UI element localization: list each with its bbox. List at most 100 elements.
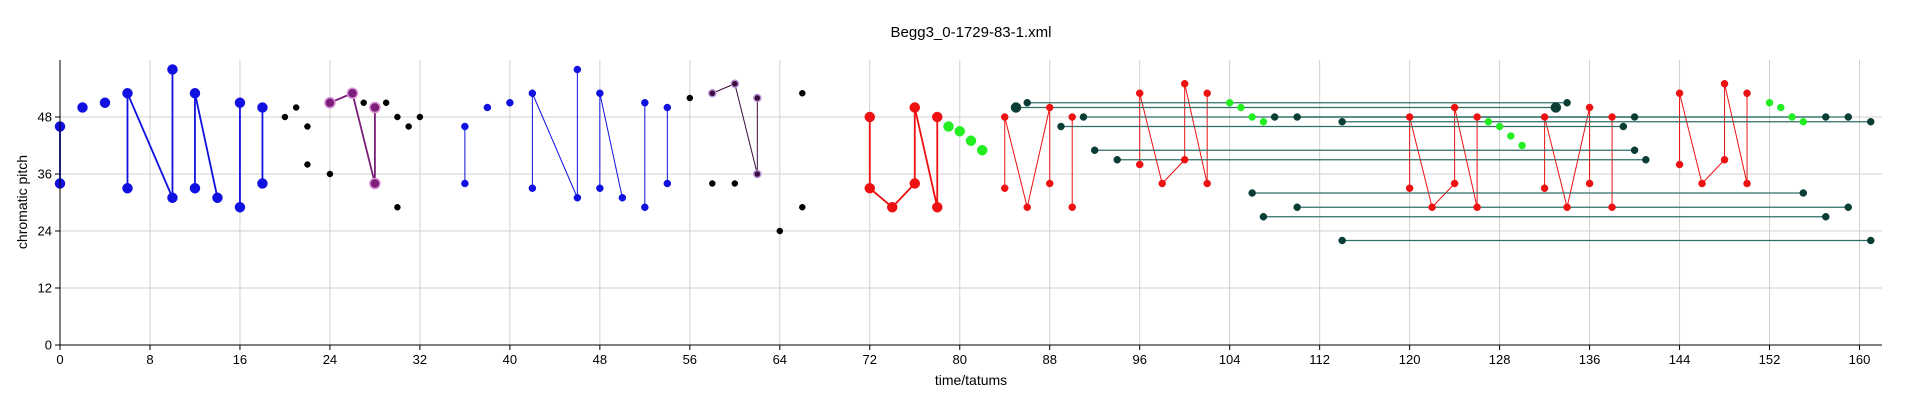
- black-a-note-point: [360, 99, 367, 106]
- red-light-connector: [1566, 107, 1591, 208]
- blue-light-note-point: [528, 89, 537, 97]
- red-light-note-point: [1675, 89, 1684, 97]
- teal-spans-note-point: [1090, 146, 1099, 154]
- blue-light-note-point: [596, 89, 604, 97]
- blue-heavy-note-point: [99, 97, 111, 108]
- x-tick-label: 64: [773, 352, 787, 367]
- y-axis-title: chromatic pitch: [14, 155, 30, 249]
- red-light-note-point: [1158, 179, 1166, 188]
- blue-light-note-point: [663, 103, 672, 112]
- red-light-note-point: [1045, 179, 1054, 188]
- red-light-connector: [1409, 116, 1433, 208]
- x-tick-label: 152: [1759, 352, 1781, 367]
- purple-b-note-point: [753, 169, 762, 179]
- x-tick-label: 96: [1132, 352, 1146, 367]
- x-axis-title: time/tatums: [935, 372, 1007, 388]
- red-light-connector: [1544, 116, 1568, 208]
- green-light-note-point: [1248, 113, 1256, 121]
- red-light-connector: [1161, 159, 1186, 184]
- black-b-note-point: [776, 227, 784, 235]
- black-a-note-point: [292, 104, 300, 111]
- green-light-note-point: [1259, 118, 1268, 126]
- y-tick-label: 12: [38, 281, 52, 296]
- red-light-note-point: [1473, 113, 1481, 121]
- x-tick-label: 136: [1579, 352, 1601, 367]
- blue-heavy-note-point: [212, 192, 223, 203]
- red-light-connector: [1139, 93, 1163, 184]
- teal-spans-note-point: [1822, 213, 1830, 221]
- red-light-note-point: [1743, 89, 1751, 97]
- green-light-note-point: [1237, 103, 1245, 112]
- x-tick-label: 0: [56, 352, 63, 367]
- black-a-note-point: [394, 113, 401, 121]
- black-a-note-point: [405, 123, 412, 130]
- red-light-note-point: [1023, 203, 1031, 211]
- teal-spans-note-point: [1844, 113, 1853, 121]
- blue-light-connector: [531, 93, 578, 198]
- red-light-note-point: [1203, 179, 1211, 188]
- x-tick-label: 40: [503, 352, 517, 367]
- red-light-note-point: [1698, 179, 1706, 188]
- red-light-connector: [1184, 83, 1208, 184]
- red-light-note-point: [1720, 80, 1729, 88]
- teal-spans-note-point: [1630, 146, 1639, 154]
- red-light-connector: [1431, 183, 1455, 208]
- blue-light-note-point: [663, 179, 672, 188]
- red-heavy-connector: [891, 182, 916, 208]
- red-light-note-point: [1135, 89, 1144, 97]
- blue-light-note-point: [573, 194, 582, 202]
- blue-heavy-connector: [126, 92, 174, 199]
- green-heavy-note-point: [965, 135, 977, 146]
- black-b-note-point: [799, 204, 806, 211]
- black-a-note-point: [326, 170, 334, 178]
- red-light-connector: [1724, 83, 1748, 184]
- green-light-note-point: [1484, 118, 1493, 126]
- red-light-note-point: [1585, 103, 1594, 112]
- teal-spans-note-point: [1619, 122, 1628, 131]
- red-light-note-point: [1743, 179, 1751, 188]
- blue-heavy-connector: [194, 93, 219, 198]
- series-lines-layer: [59, 69, 1871, 242]
- blue-light-note-point: [618, 194, 627, 202]
- red-heavy-note-point: [864, 111, 876, 123]
- chart-title: Begg3_0-1729-83-1.xml: [891, 24, 1052, 41]
- black-a-note-point: [382, 99, 390, 106]
- x-tick-label: 120: [1399, 352, 1421, 367]
- blue-light-note-point: [573, 65, 582, 74]
- blue-light-note-point: [641, 99, 649, 107]
- red-light-note-point: [1000, 184, 1009, 192]
- blue-heavy-note-point: [167, 64, 178, 75]
- blue-heavy-note-point: [189, 183, 201, 194]
- red-light-connector: [1004, 116, 1028, 208]
- blue-heavy-note-point: [257, 102, 268, 113]
- green-light-note-point: [1788, 113, 1796, 121]
- x-tick-label: 8: [146, 352, 153, 367]
- y-tick-label: 24: [38, 224, 52, 239]
- red-light-note-point: [1203, 89, 1211, 97]
- teal-spans-note-point: [1867, 236, 1875, 245]
- red-light-note-point: [1675, 160, 1684, 169]
- red-light-note-point: [1180, 156, 1189, 164]
- blue-light-note-point: [528, 184, 537, 192]
- x-tick-label: 104: [1219, 352, 1241, 367]
- red-light-note-point: [1540, 184, 1549, 192]
- red-light-connector: [1701, 159, 1725, 184]
- teal-heavy-note-point: [1010, 102, 1022, 113]
- red-light-note-point: [1428, 203, 1436, 211]
- teal-spans-note-point: [1867, 118, 1875, 126]
- teal-spans-note-point: [1642, 156, 1650, 164]
- teal-spans-note-point: [1270, 113, 1279, 121]
- green-light-note-point: [1799, 118, 1808, 126]
- blue-light-note-point: [461, 122, 469, 131]
- red-heavy-note-point: [932, 202, 943, 213]
- green-light-note-point: [1495, 122, 1504, 131]
- purple-a-note-point: [346, 87, 359, 99]
- red-light-note-point: [1045, 103, 1054, 112]
- teal-spans-note-point: [1113, 156, 1121, 164]
- red-light-note-point: [1720, 156, 1729, 164]
- black-b-note-point: [799, 90, 806, 97]
- blue-heavy-note-point: [167, 192, 178, 203]
- x-tick-label: 128: [1489, 352, 1511, 367]
- blue-light-connector: [599, 93, 623, 198]
